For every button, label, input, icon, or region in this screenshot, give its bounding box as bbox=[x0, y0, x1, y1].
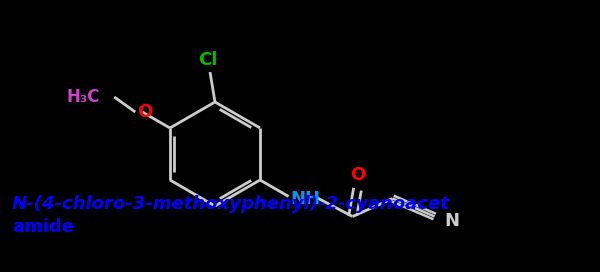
Text: H₃C: H₃C bbox=[67, 88, 100, 106]
Text: N-(4-chloro-3-methoxyphenyl)-2-cyanoacet: N-(4-chloro-3-methoxyphenyl)-2-cyanoacet bbox=[12, 195, 450, 213]
Text: amide: amide bbox=[12, 218, 74, 236]
Text: NH: NH bbox=[290, 190, 320, 208]
Text: O: O bbox=[137, 103, 152, 121]
Text: O: O bbox=[350, 165, 365, 184]
Text: N: N bbox=[445, 212, 460, 230]
Text: Cl: Cl bbox=[199, 51, 218, 69]
